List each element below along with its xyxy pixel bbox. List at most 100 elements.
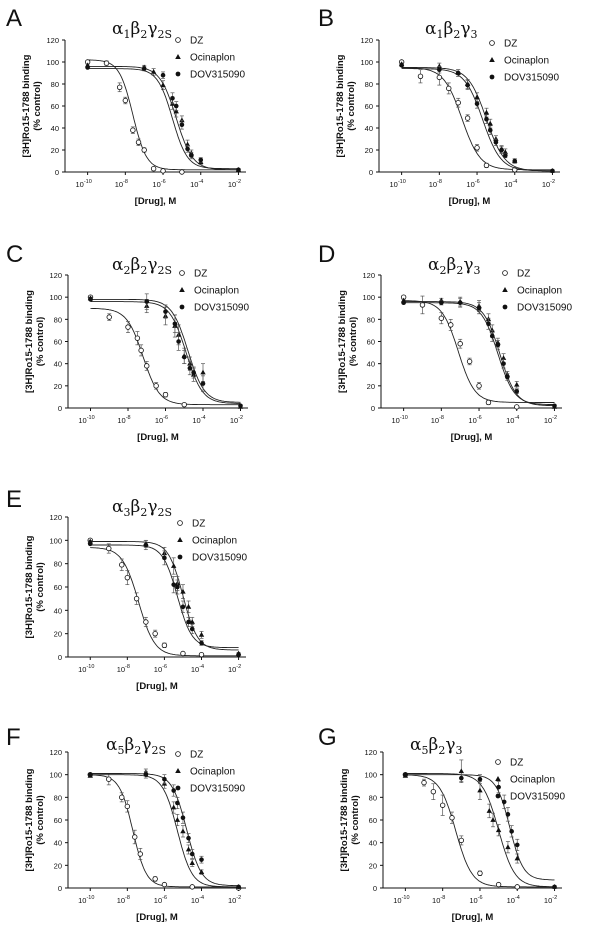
title-greek: γ (463, 255, 473, 275)
legend: DZ Ocinaplon DOV315090 (179, 269, 249, 314)
legend-item: Ocinaplon (175, 767, 235, 778)
title-greek: β (443, 19, 453, 39)
y-tick-label: 60 (54, 816, 62, 825)
data-point-ocinaplon (180, 828, 186, 834)
y-tick-label: 40 (54, 839, 62, 848)
data-point-dov315090 (180, 604, 186, 610)
title-subscript: 2 (438, 744, 445, 757)
data-point-ocinaplon (489, 327, 495, 333)
y-tick-label: 100 (364, 771, 377, 780)
data-point-dz (502, 270, 508, 276)
y-axis-label: [3H]Ro15-1788 binding (339, 768, 350, 871)
fit-curve-ocinaplon (90, 774, 239, 888)
x-tick-exponent: -2 (236, 664, 241, 670)
data-point-dz (124, 574, 131, 581)
legend: DZ Ocinaplon DOV315090 (175, 750, 245, 795)
x-tick-exponent: -2 (552, 415, 557, 421)
y-tick-label: 0 (373, 884, 377, 893)
data-point-dz (430, 788, 437, 795)
series-dov315090 (87, 539, 241, 657)
legend-item: DOV315090 (179, 303, 249, 314)
data-point-dov315090 (439, 300, 444, 306)
data-point-dz (133, 595, 140, 602)
data-point-dov315090 (181, 354, 187, 360)
data-point-dov315090 (495, 342, 501, 348)
title-greek: γ (141, 735, 151, 755)
x-tick-exponent: -6 (478, 895, 483, 901)
y-tick-label: 80 (51, 80, 59, 89)
legend-label: Ocinaplon (194, 286, 239, 297)
x-tick-base: 10 (191, 896, 199, 905)
x-tick-exponent: -10 (400, 415, 408, 421)
data-point-dov315090 (401, 300, 406, 306)
y-axis-label-units: (% control) (35, 795, 46, 845)
data-point-dov315090 (189, 851, 195, 857)
y-tick-label: 60 (54, 583, 62, 592)
x-tick-base: 10 (191, 665, 199, 674)
data-point-dov315090 (552, 403, 557, 409)
y-tick-label: 40 (54, 360, 62, 369)
x-tick-label: 10-2 (544, 895, 557, 905)
data-point-ocinaplon (477, 787, 483, 793)
x-tick-label: 10-10 (75, 179, 91, 189)
series-dov315090 (401, 297, 557, 409)
x-tick-label: 10-2 (228, 895, 241, 905)
legend-label: Ocinaplon (192, 536, 237, 547)
data-point-dz (119, 562, 125, 568)
data-point-dz (122, 97, 129, 104)
x-tick-exponent: -8 (437, 179, 442, 185)
data-point-dz (103, 60, 110, 66)
y-axis-label-units: (% control) (346, 81, 357, 131)
x-tick-exponent: -6 (162, 895, 167, 901)
data-point-dov315090 (496, 784, 501, 790)
series-dov315090 (399, 63, 555, 174)
legend-label: DOV315090 (190, 70, 245, 81)
data-point-dov315090 (550, 168, 555, 174)
data-point-dov315090 (465, 82, 470, 88)
x-tick-exponent: -8 (439, 415, 444, 421)
legend-label: Ocinaplon (517, 286, 562, 297)
legend-item: DZ (495, 758, 523, 769)
y-tick-label: 0 (58, 884, 62, 893)
data-point-ocinaplon (198, 631, 205, 637)
series-ocinaplon (87, 768, 242, 889)
x-tick-label: 10-8 (117, 415, 130, 425)
legend-label: Ocinaplon (510, 775, 555, 786)
data-point-dov315090 (143, 772, 149, 777)
data-point-ocinaplon (170, 563, 177, 568)
data-point-ocinaplon (200, 369, 206, 375)
title-subscript: 2S (157, 264, 172, 277)
y-tick-label: 0 (371, 404, 375, 413)
data-point-dov315090 (514, 842, 520, 848)
y-tick-label: 80 (369, 793, 377, 802)
x-tick-exponent: -2 (236, 895, 241, 901)
data-point-ocinaplon (198, 869, 205, 875)
title-subscript: 1 (436, 28, 443, 41)
title-greek: α (410, 735, 422, 755)
x-tick-label: 10-10 (78, 415, 94, 425)
data-point-dz (483, 162, 490, 169)
x-tick-exponent: -2 (550, 179, 555, 185)
x-axis-label: [Drug], M (136, 912, 178, 923)
legend-label: DZ (192, 519, 205, 530)
data-point-dz (150, 165, 157, 172)
data-point-ocinaplon (175, 768, 181, 773)
data-point-dov315090 (514, 389, 520, 394)
data-point-dov315090 (477, 776, 483, 782)
data-point-dov315090 (501, 361, 506, 366)
y-axis-label: [3H]Ro15-1788 binding (337, 290, 348, 393)
data-point-dz (106, 545, 112, 552)
y-tick-label: 100 (46, 58, 59, 67)
data-point-dz (474, 145, 480, 151)
x-tick-label: 10-6 (152, 179, 165, 189)
x-tick-exponent: -10 (86, 895, 94, 901)
data-point-ocinaplon (150, 69, 157, 74)
x-tick-label: 10-8 (431, 415, 444, 425)
data-point-ocinaplon (175, 54, 181, 59)
x-axis-label: [Drug], M (136, 681, 178, 692)
data-point-dz (446, 85, 452, 92)
x-tick-label: 10-4 (504, 179, 517, 189)
x-tick-base: 10 (228, 180, 236, 189)
